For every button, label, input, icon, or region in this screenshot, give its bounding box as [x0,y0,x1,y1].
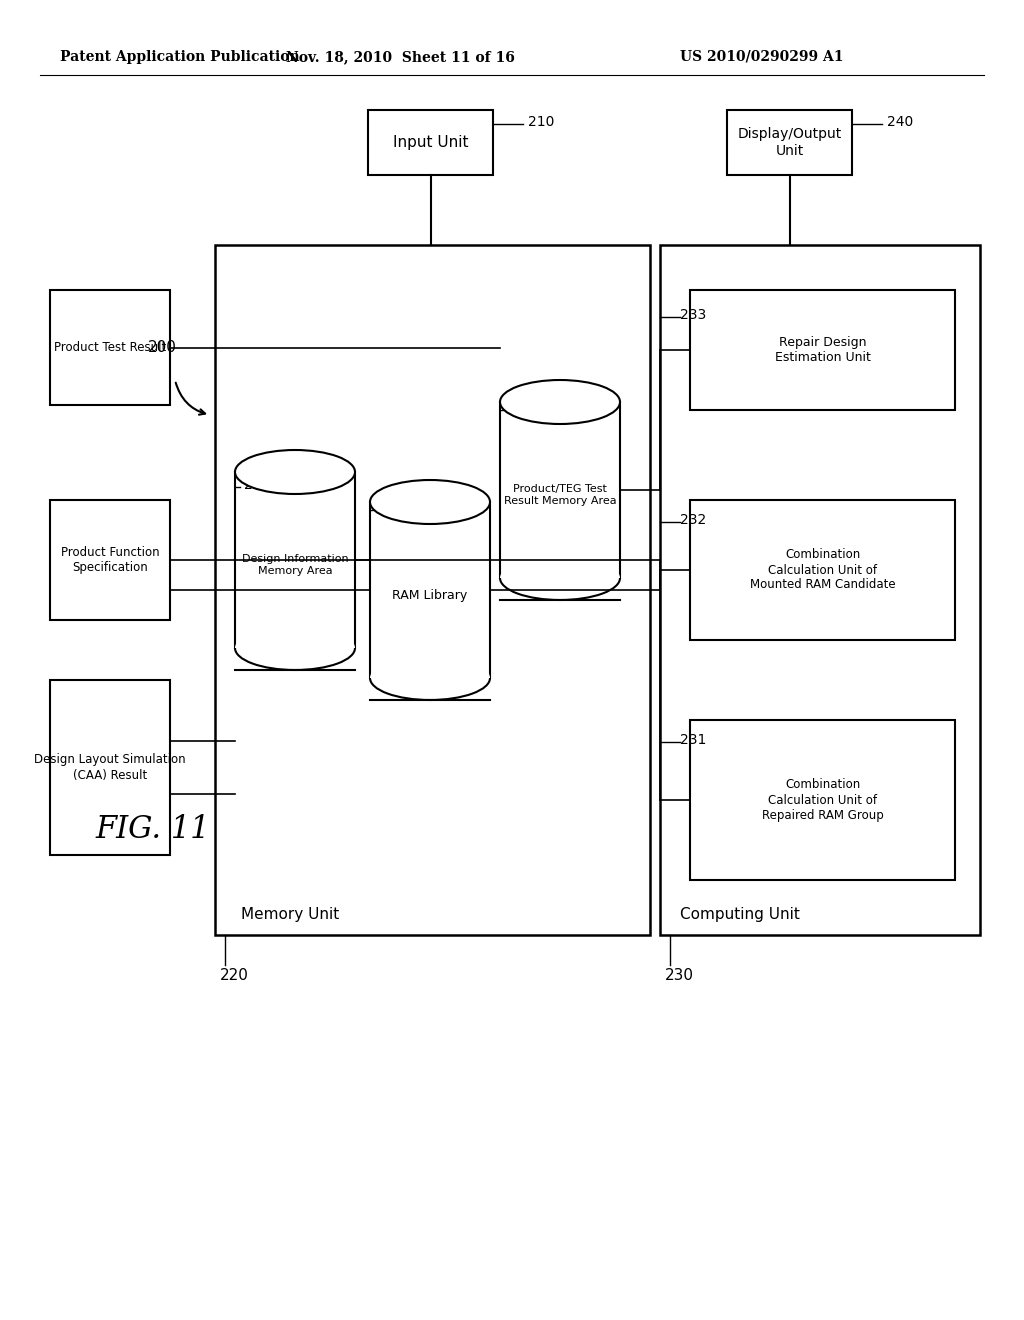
Text: Product Test Result: Product Test Result [54,341,166,354]
Text: Design Layout Simulation
(CAA) Result: Design Layout Simulation (CAA) Result [34,754,185,781]
Bar [690,500,955,640]
Text: Input Unit: Input Unit [393,135,468,150]
Bar [727,110,852,176]
Text: Product/TEG Test
Result Memory Area: Product/TEG Test Result Memory Area [504,484,616,506]
Text: 231: 231 [680,733,707,747]
Text: Patent Application Publication: Patent Application Publication [60,50,300,63]
Bar [215,246,650,935]
Text: 240: 240 [887,115,913,129]
Text: 233: 233 [680,308,707,322]
Bar [368,110,493,176]
Bar [234,473,355,648]
Text: 232: 232 [680,513,707,527]
Bar [660,246,980,935]
Text: 221: 221 [244,478,270,492]
Text: Display/Output
Unit: Display/Output Unit [737,128,842,157]
Text: Combination
Calculation Unit of
Repaired RAM Group: Combination Calculation Unit of Repaired… [762,779,884,821]
Ellipse shape [500,380,620,424]
Text: Repair Design
Estimation Unit: Repair Design Estimation Unit [774,337,870,364]
Ellipse shape [370,656,490,700]
Text: 210: 210 [528,115,554,129]
Bar [370,502,490,678]
Text: Computing Unit: Computing Unit [680,908,800,923]
Text: Memory Unit: Memory Unit [241,908,339,923]
Bar [50,290,170,405]
Text: US 2010/0290299 A1: US 2010/0290299 A1 [680,50,844,63]
Ellipse shape [234,450,355,494]
Ellipse shape [234,626,355,671]
Text: 220: 220 [220,968,249,982]
Text: 222: 222 [379,502,406,515]
Text: RAM Library: RAM Library [392,589,468,602]
Text: FIG. 11: FIG. 11 [95,814,210,846]
Ellipse shape [500,556,620,601]
Bar [690,719,955,880]
Text: 223: 223 [509,401,535,414]
Text: Combination
Calculation Unit of
Mounted RAM Candidate: Combination Calculation Unit of Mounted … [750,549,895,591]
Bar [500,403,620,578]
Text: Product Function
Specification: Product Function Specification [60,546,160,574]
Text: Nov. 18, 2010  Sheet 11 of 16: Nov. 18, 2010 Sheet 11 of 16 [286,50,514,63]
Text: 230: 230 [665,968,694,982]
Text: 200: 200 [148,341,177,355]
Text: Design Information
Memory Area: Design Information Memory Area [242,554,348,576]
Bar [690,290,955,411]
Ellipse shape [370,480,490,524]
Bar [50,680,170,855]
Bar [50,500,170,620]
